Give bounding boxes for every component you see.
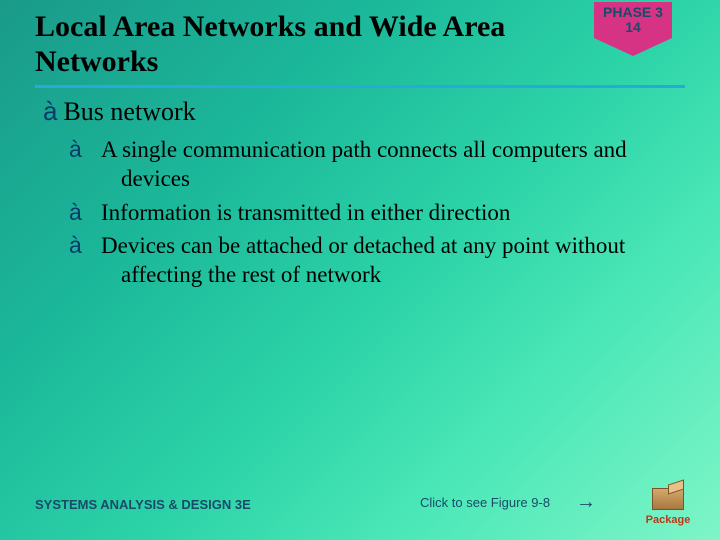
link-arrow-icon: → xyxy=(576,491,596,514)
level1-text: Bus network xyxy=(63,97,195,126)
phase-badge-arrow xyxy=(594,38,672,56)
figure-link[interactable]: Click to see Figure 9-8 xyxy=(420,495,550,510)
bullet-level2-item: àA single communication path connects al… xyxy=(95,135,685,194)
level2-text: Information is transmitted in either dir… xyxy=(101,200,510,225)
package-button[interactable]: Package xyxy=(640,486,696,526)
phase-line1: PHASE 3 xyxy=(594,5,672,20)
title-underline xyxy=(35,85,685,88)
package-icon xyxy=(650,486,686,512)
footer-text: SYSTEMS ANALYSIS & DESIGN 3E xyxy=(35,497,251,512)
bullet-level1: àBus network xyxy=(43,96,685,127)
level2-text: A single communication path connects all… xyxy=(101,137,627,191)
page-title: Local Area Networks and Wide Area Networ… xyxy=(35,10,685,85)
phase-line2: 14 xyxy=(594,20,672,35)
bullet-level2-item: àInformation is transmitted in either di… xyxy=(95,198,685,228)
package-label: Package xyxy=(640,514,696,526)
phase-badge: PHASE 3 14 xyxy=(594,2,672,36)
level2-text: Devices can be attached or detached at a… xyxy=(101,233,625,287)
bullet-level2-item: àDevices can be attached or detached at … xyxy=(95,231,685,290)
arrow-icon: à xyxy=(43,96,57,127)
bullet-level2-list: àA single communication path connects al… xyxy=(95,135,685,290)
slide-container: PHASE 3 14 Local Area Networks and Wide … xyxy=(0,0,720,540)
